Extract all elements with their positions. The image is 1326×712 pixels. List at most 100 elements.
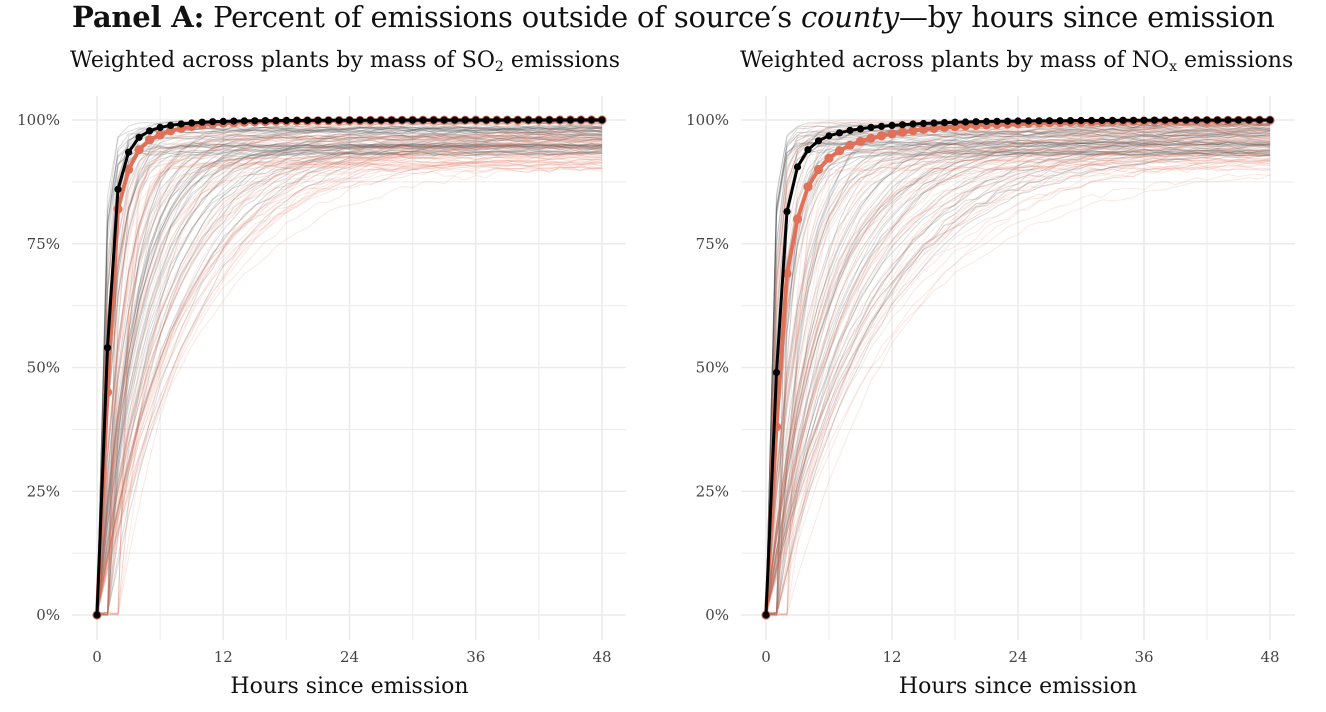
plant-curve-gray xyxy=(96,133,603,616)
plant-curve-orange xyxy=(765,131,1271,616)
data-point xyxy=(1129,116,1138,124)
plant-curve-orange xyxy=(765,143,1271,616)
x-axis-label: Hours since emission xyxy=(230,674,468,699)
plant-curve-gray xyxy=(765,149,1271,616)
plant-curve-gray xyxy=(765,139,1271,616)
data-point xyxy=(1045,117,1054,125)
plant-curve-gray xyxy=(765,124,1271,616)
plant-curve-gray xyxy=(765,132,1271,615)
plant-curve-gray xyxy=(765,140,1271,615)
data-point xyxy=(451,116,459,124)
plant-curve-orange xyxy=(765,161,1271,616)
plant-curve-orange xyxy=(765,152,1271,613)
plant-curve-gray xyxy=(96,143,603,616)
series-black xyxy=(93,116,606,619)
data-point xyxy=(93,611,101,619)
x-tick-label: 48 xyxy=(1260,648,1279,666)
plant-curve-orange xyxy=(765,138,1271,614)
data-point xyxy=(1266,116,1274,124)
plant-curve-gray xyxy=(96,150,603,616)
plant-curve-gray xyxy=(96,126,603,616)
right-subtitle-end: emissions xyxy=(1177,48,1294,73)
plant-curve-gray xyxy=(96,125,603,616)
plant-curve-orange xyxy=(96,143,603,614)
y-tick-label: 50% xyxy=(27,359,60,377)
data-point xyxy=(356,116,364,124)
plant-curve-orange xyxy=(765,132,1271,613)
y-axis-ticks: 0% 25% 50% 75% 100% xyxy=(686,111,729,624)
data-point xyxy=(188,119,196,127)
data-point xyxy=(908,126,918,136)
data-point xyxy=(1213,116,1222,124)
plant-curve-orange xyxy=(766,151,1271,616)
plant-curve-orange xyxy=(96,154,603,615)
data-point xyxy=(314,116,322,124)
y-tick-label: 100% xyxy=(686,111,729,129)
plant-curve-orange xyxy=(765,129,1271,615)
plant-curve-gray xyxy=(765,133,1271,616)
data-point xyxy=(345,116,354,124)
plant-curve-gray xyxy=(96,131,602,613)
plant-curve-gray xyxy=(765,150,1271,616)
right-subtitle-start: Weighted across plants by mass of NO xyxy=(740,48,1170,73)
plant-curve-orange xyxy=(96,150,603,616)
y-tick-label: 0% xyxy=(705,606,729,624)
left-subtitle-end: emissions xyxy=(503,48,621,73)
plant-curve-gray xyxy=(96,128,603,615)
plant-curve-gray xyxy=(96,143,603,614)
plant-curve-orange xyxy=(765,122,1271,616)
plant-curve-gray xyxy=(765,144,1271,616)
data-point xyxy=(835,129,844,137)
data-point xyxy=(1171,116,1180,124)
plant-curve-gray xyxy=(765,141,1271,613)
data-point xyxy=(1003,117,1012,125)
plant-curve-orange xyxy=(96,154,603,615)
data-point xyxy=(461,116,469,124)
data-point xyxy=(1035,117,1043,125)
data-point xyxy=(783,208,791,216)
x-tick-label: 24 xyxy=(1008,648,1027,666)
data-point xyxy=(1255,116,1264,124)
plant-curve-orange xyxy=(765,125,1271,616)
data-point xyxy=(856,125,865,133)
plant-curve-gray xyxy=(96,143,603,615)
plant-curve-gray xyxy=(765,124,1271,616)
plant-curve-gray xyxy=(96,149,603,615)
plant-curve-gray xyxy=(96,136,603,616)
plant-curve-gray xyxy=(96,144,603,616)
plant-curve-orange xyxy=(766,137,1271,616)
plant-curve-orange xyxy=(96,162,603,616)
plant-curve-gray xyxy=(765,122,1271,616)
data-point xyxy=(114,185,122,193)
plant-curve-orange xyxy=(765,153,1271,616)
plant-curve-orange xyxy=(96,136,603,616)
plant-curve-orange xyxy=(96,166,603,614)
plant-curve-orange xyxy=(765,164,1271,616)
plant-curve-orange xyxy=(96,144,603,616)
plant-curve-orange xyxy=(96,151,603,616)
data-point xyxy=(556,116,564,124)
left-subtitle-start: Weighted across plants by mass of SO xyxy=(70,48,495,73)
plant-curve-orange xyxy=(96,159,603,614)
data-point xyxy=(824,153,834,163)
data-point xyxy=(1161,116,1169,124)
plant-curve-orange xyxy=(96,141,603,616)
title-text-end: —by hours since emission xyxy=(898,0,1275,34)
plant-curve-gray xyxy=(765,144,1271,616)
data-point xyxy=(1140,116,1148,124)
plant-curve-gray xyxy=(765,137,1270,616)
plant-curve-gray xyxy=(765,152,1271,616)
data-point xyxy=(1245,116,1253,124)
plant-curve-orange xyxy=(765,173,1271,616)
y-tick-label: 25% xyxy=(27,482,60,500)
data-point xyxy=(219,117,227,125)
plant-curve-orange xyxy=(765,162,1271,616)
plant-curve-orange xyxy=(96,164,603,615)
data-point xyxy=(577,116,585,124)
data-point xyxy=(166,126,176,136)
data-point xyxy=(834,146,845,156)
plant-curve-orange xyxy=(96,167,603,616)
plant-curve-gray xyxy=(765,134,1271,614)
y-tick-label: 100% xyxy=(17,111,60,129)
x-tick-label: 24 xyxy=(340,648,359,666)
